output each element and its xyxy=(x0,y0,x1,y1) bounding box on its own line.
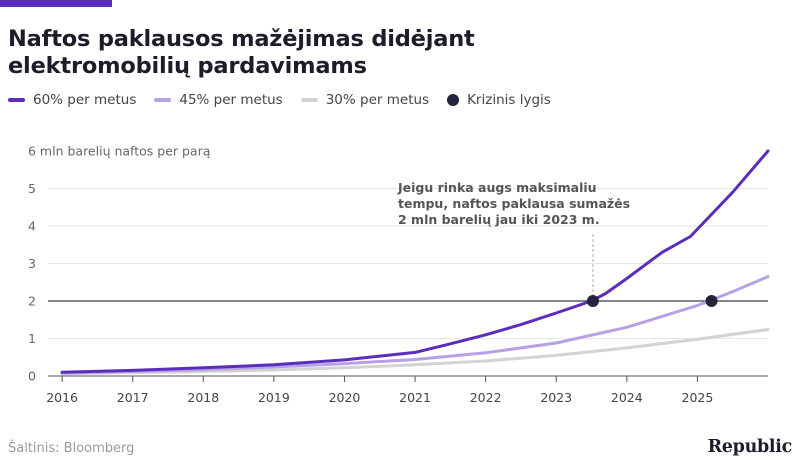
annotation-line-1: Jeigu rinka augs maksimaliu xyxy=(397,180,597,195)
x-tick-label-2020: 2020 xyxy=(329,390,361,405)
x-tick-label-2023: 2023 xyxy=(540,390,572,405)
legend-item-crisis: Krizinis lygis xyxy=(447,92,551,108)
legend-label-30: 30% per metus xyxy=(325,92,430,108)
y-tick-label-1: 1 xyxy=(28,331,36,346)
title-line-1: Naftos paklausos mažėjimas didėjant xyxy=(8,26,475,52)
page-title: Naftos paklausos mažėjimas didėjant elek… xyxy=(8,26,475,80)
brand-logo: Republic xyxy=(707,437,793,457)
y-tick-label-3: 3 xyxy=(28,256,36,271)
annotation-line-2: tempu, naftos paklausa sumažės xyxy=(398,196,630,211)
y-tick-label-2: 2 xyxy=(28,294,36,309)
legend-swatch-60 xyxy=(8,98,25,102)
x-tick-label-2024: 2024 xyxy=(611,390,643,405)
top-accent-bar xyxy=(0,0,112,7)
y-axis-title: 6 mln barelių naftos per parą xyxy=(28,144,211,159)
x-tick-label-2021: 2021 xyxy=(399,390,431,405)
x-tick-label-2017: 2017 xyxy=(117,390,149,405)
series-line-60 xyxy=(60,149,770,374)
x-tick-label-2022: 2022 xyxy=(470,390,502,405)
y-tick-label-0: 0 xyxy=(28,369,36,384)
legend-label-45: 45% per metus xyxy=(179,92,283,108)
series-line-30 xyxy=(60,328,770,376)
source-note: Šaltinis: Bloomberg xyxy=(8,441,135,456)
legend-swatch-45 xyxy=(154,98,172,102)
chart-legend: 60% per metus 45% per metus 30% per metu… xyxy=(8,92,569,108)
legend-label-60: 60% per metus xyxy=(33,92,137,108)
x-tick-label-2025: 2025 xyxy=(682,390,714,405)
legend-item-30: 30% per metus xyxy=(300,92,430,108)
crisis-point-1 xyxy=(586,295,599,307)
annotation-line-3: 2 mln barelių jau iki 2023 m. xyxy=(398,212,600,227)
y-tick-label-5: 5 xyxy=(28,181,36,196)
x-tick-label-2016: 2016 xyxy=(46,390,78,405)
crisis-point-2 xyxy=(705,295,718,307)
legend-swatch-30 xyxy=(300,98,318,102)
title-line-2: elektromobilių pardavimams xyxy=(8,53,367,79)
legend-label-crisis: Krizinis lygis xyxy=(467,92,551,108)
y-tick-label-4: 4 xyxy=(28,219,36,234)
x-tick-label-2018: 2018 xyxy=(187,390,219,405)
series-line-45 xyxy=(60,275,770,375)
legend-item-45: 45% per metus xyxy=(154,92,283,108)
x-tick-label-2019: 2019 xyxy=(258,390,290,405)
legend-item-60: 60% per metus xyxy=(8,92,136,108)
legend-swatch-crisis xyxy=(447,94,460,106)
